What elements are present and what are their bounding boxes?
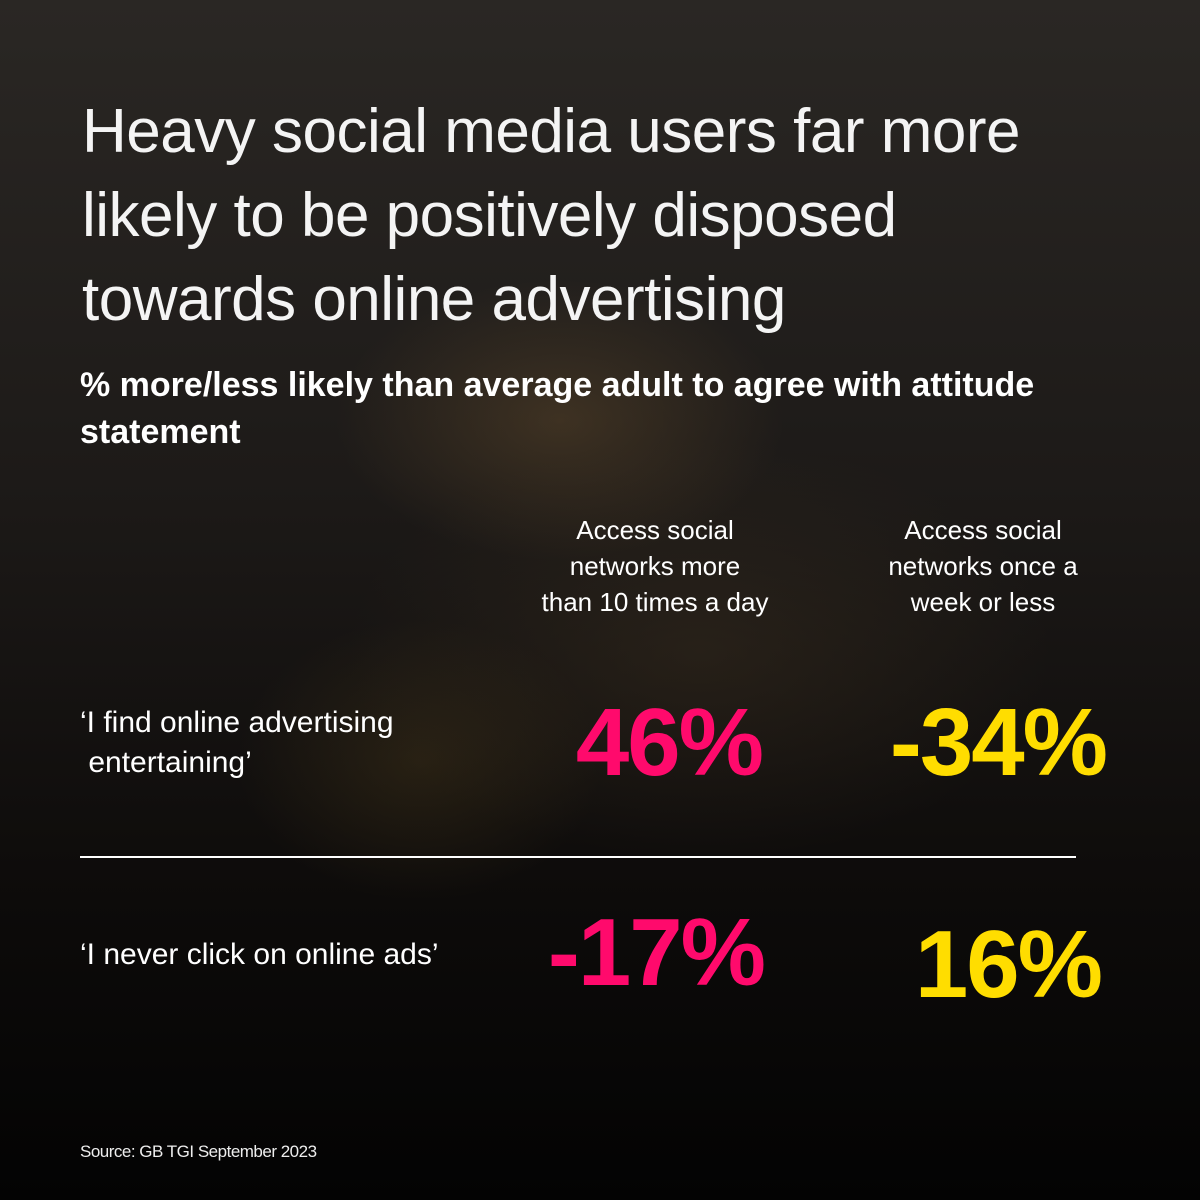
column-header-line: networks more [569, 551, 741, 581]
row-label-line: entertaining’ [80, 746, 252, 779]
row-divider [80, 856, 1076, 858]
chart-subtitle: % more/less likely than average adult to… [80, 366, 1035, 451]
title-line: towards online advertising [82, 265, 786, 334]
value-entertaining-heavy: 46% [575, 689, 764, 796]
column-header-line: networks once a [888, 551, 1078, 581]
row-label-never-click: ‘I never click on online ads’ [80, 938, 439, 971]
column-header-line: Access social [904, 515, 1062, 545]
column-header-light-users: Access social networks once a week or le… [823, 512, 1143, 620]
title-line: likely to be positively disposed [82, 181, 897, 250]
value-never-click-light: 16% [914, 911, 1103, 1018]
row-label-entertaining: ‘I find online advertising entertaining’ [80, 703, 394, 783]
column-header-line: than 10 times a day [541, 587, 769, 617]
title-line: Heavy social media users far more [82, 97, 1020, 166]
column-header-line: Access social [576, 515, 734, 545]
column-header-line: week or less [910, 587, 1056, 617]
column-header-heavy-users: Access social networks more than 10 time… [495, 512, 815, 620]
value-never-click-heavy: -17% [547, 899, 766, 1006]
row-label-line: ‘I find online advertising [80, 706, 394, 739]
value-entertaining-light: -34% [889, 689, 1108, 796]
chart-title: Heavy social media users far more likely… [82, 90, 1020, 342]
source-note: Source: GB TGI September 2023 [80, 1142, 317, 1161]
